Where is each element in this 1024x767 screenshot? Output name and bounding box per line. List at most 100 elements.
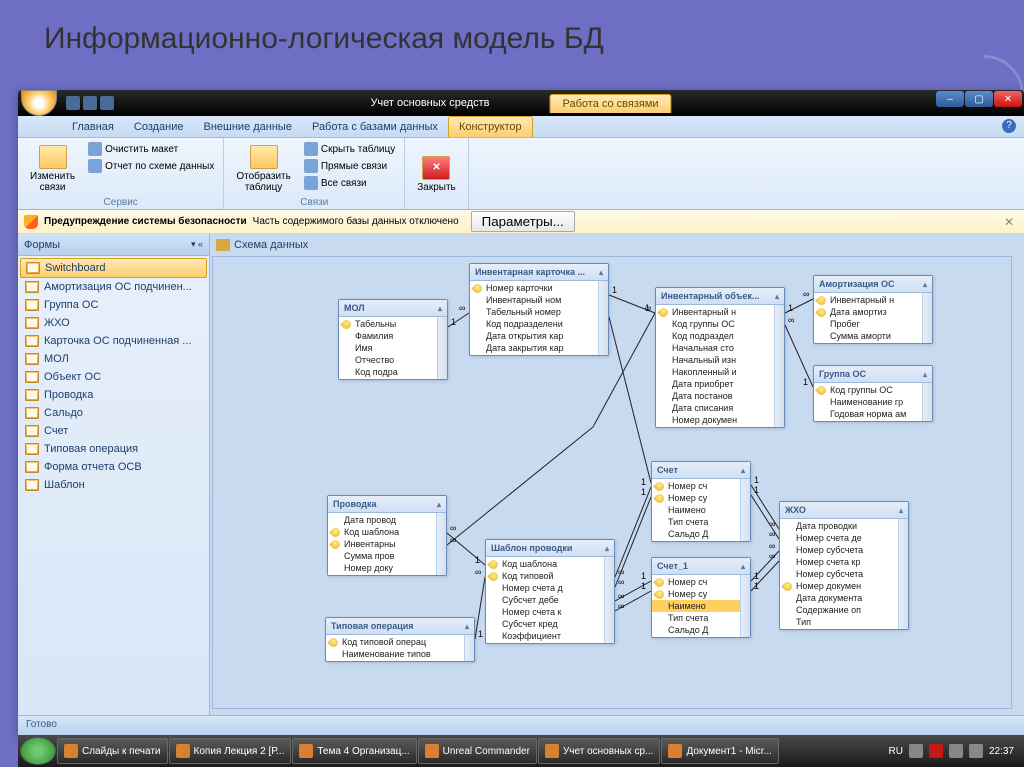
field[interactable]: Код группы ОС [814,384,932,396]
field[interactable]: Номер сч [652,576,750,588]
scrollbar[interactable] [598,281,608,355]
nav-item[interactable]: Проводка [20,386,207,404]
table-box[interactable]: Инвентарная карточка ...▴Номер карточкиИ… [469,263,609,356]
field[interactable]: Номер доку [328,562,446,574]
document-tab[interactable]: Схема данных [210,234,1024,256]
scrollbar[interactable] [774,305,784,427]
table-header[interactable]: Амортизация ОС▴ [814,276,932,293]
field[interactable]: Субсчет дебе [486,594,614,606]
taskbar-item[interactable]: Учет основных ср... [538,738,661,764]
field[interactable]: Номер сч [652,480,750,492]
field[interactable]: Сумма аморти [814,330,932,342]
nav-item[interactable]: Switchboard [20,258,207,278]
tray-volume-icon[interactable] [969,744,983,758]
nav-item[interactable]: Типовая операция [20,440,207,458]
clear-layout-button[interactable]: Очистить макет [85,141,217,157]
field[interactable]: Дата списания [656,402,784,414]
nav-item[interactable]: Шаблон [20,476,207,494]
field[interactable]: Номер счета кр [780,556,908,568]
lang-indicator[interactable]: RU [889,746,903,757]
field[interactable]: Субсчет кред [486,618,614,630]
scrollbar[interactable] [898,519,908,629]
table-header[interactable]: Инвентарный объек...▴ [656,288,784,305]
field[interactable]: Коэффициент [486,630,614,642]
table-box[interactable]: Типовая операция▴Код типовой операцНаиме… [325,617,475,662]
field[interactable]: Номер счета д [486,582,614,594]
field[interactable]: Номер субсчета [780,544,908,556]
start-button[interactable] [20,737,56,765]
field[interactable]: Код типовой [486,570,614,582]
field[interactable]: Пробег [814,318,932,330]
table-box[interactable]: ЖХО▴Дата проводкиНомер счета деНомер суб… [779,501,909,630]
tab-create[interactable]: Создание [124,117,194,137]
scrollbar[interactable] [436,513,446,575]
all-rel-button[interactable]: Все связи [301,175,398,191]
maximize-button[interactable]: ▢ [965,91,993,107]
field[interactable]: Сумма пров [328,550,446,562]
field[interactable]: Наименование гр [814,396,932,408]
tray-icon[interactable] [909,744,923,758]
close-button[interactable]: ✕ [994,91,1022,107]
field[interactable]: Имя [339,342,447,354]
nav-item[interactable]: Объект ОС [20,368,207,386]
security-close-icon[interactable]: ✕ [1000,215,1018,229]
nav-item[interactable]: Счет [20,422,207,440]
field[interactable]: Годовая норма ам [814,408,932,420]
nav-item[interactable]: ЖХО [20,314,207,332]
field[interactable]: Инвентарный ном [470,294,608,306]
field[interactable]: Дата закрытия кар [470,342,608,354]
field[interactable]: Номер су [652,492,750,504]
help-icon[interactable]: ? [1002,119,1016,133]
clock[interactable]: 22:37 [989,746,1014,757]
field[interactable]: Начальный изн [656,354,784,366]
taskbar-item[interactable]: Тема 4 Организац... [292,738,416,764]
table-box[interactable]: Группа ОС▴Код группы ОСНаименование грГо… [813,365,933,422]
table-header[interactable]: Шаблон проводки▴ [486,540,614,557]
tab-design[interactable]: Конструктор [448,116,533,137]
qat-save-icon[interactable] [66,96,80,110]
table-box[interactable]: МОЛ▴ТабельныФамилияИмяОтчествоКод подра [338,299,448,380]
scrollbar[interactable] [922,293,932,343]
nav-header[interactable]: Формы▾ « [18,234,209,256]
security-options-button[interactable]: Параметры... [471,211,575,232]
field[interactable]: Наимено [652,600,750,612]
tab-external[interactable]: Внешние данные [194,117,302,137]
scrollbar[interactable] [922,383,932,421]
show-table-button[interactable]: Отобразить таблицу [230,141,297,196]
field[interactable]: Фамилия [339,330,447,342]
relationships-canvas[interactable]: 1∞1∞1∞∞1∞1∞1∞1∞1∞1∞11∞1∞1∞1∞1∞МОЛ▴Табель… [212,256,1012,709]
field[interactable]: Отчество [339,354,447,366]
field[interactable]: Код шаблона [328,526,446,538]
taskbar-item[interactable]: Документ1 - Micr... [661,738,778,764]
scrollbar[interactable] [437,317,447,379]
field[interactable]: Дата провод [328,514,446,526]
close-design-button[interactable]: ✕Закрыть [411,141,462,207]
field[interactable]: Код подра [339,366,447,378]
table-header[interactable]: Инвентарная карточка ...▴ [470,264,608,281]
field[interactable]: Дата амортиз [814,306,932,318]
scrollbar[interactable] [464,635,474,661]
office-button[interactable] [21,90,57,116]
field[interactable]: Код шаблона [486,558,614,570]
field[interactable]: Сальдо Д [652,624,750,636]
field[interactable]: Инвентарны [328,538,446,550]
field[interactable]: Номер карточки [470,282,608,294]
direct-rel-button[interactable]: Прямые связи [301,158,398,174]
nav-item[interactable]: Сальдо [20,404,207,422]
field[interactable]: Дата открытия кар [470,330,608,342]
table-box[interactable]: Инвентарный объек...▴Инвентарный нКод гр… [655,287,785,428]
table-header[interactable]: МОЛ▴ [339,300,447,317]
field[interactable]: Дата документа [780,592,908,604]
table-header[interactable]: Типовая операция▴ [326,618,474,635]
field[interactable]: Табельный номер [470,306,608,318]
tab-home[interactable]: Главная [62,117,124,137]
scrollbar[interactable] [604,557,614,643]
field[interactable]: Дата проводки [780,520,908,532]
table-header[interactable]: Проводка▴ [328,496,446,513]
field[interactable]: Наимено [652,504,750,516]
tray-icon[interactable] [949,744,963,758]
field[interactable]: Накопленный и [656,366,784,378]
edit-relationships-button[interactable]: Изменить связи [24,141,81,196]
field[interactable]: Дата приобрет [656,378,784,390]
qat-undo-icon[interactable] [83,96,97,110]
